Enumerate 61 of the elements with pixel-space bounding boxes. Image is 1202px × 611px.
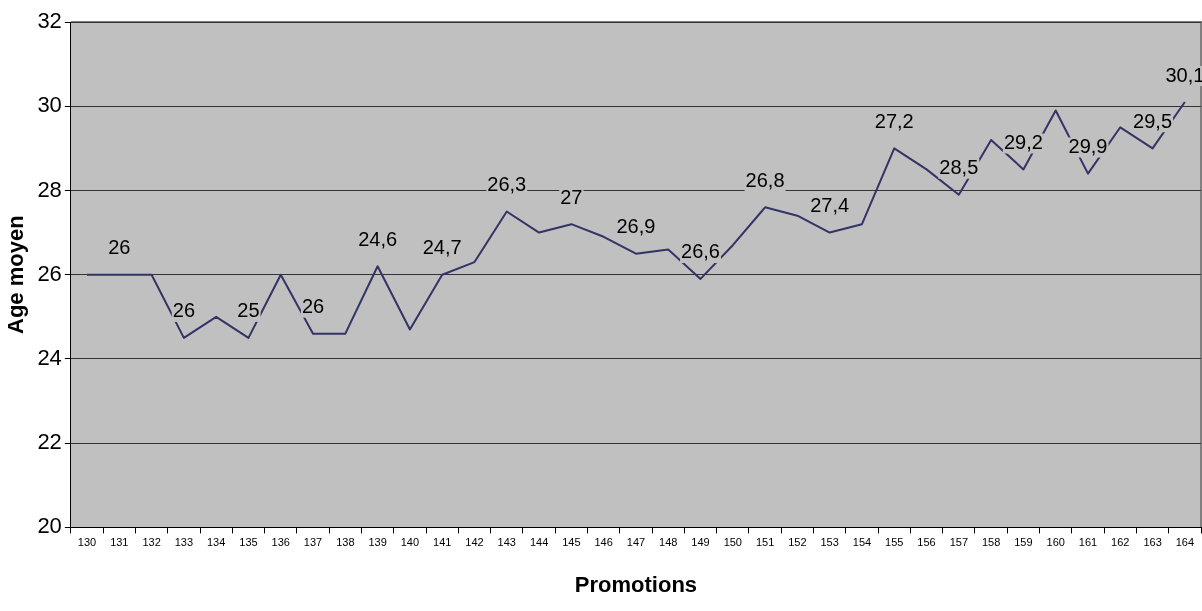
x-tick-label: 154: [852, 536, 872, 549]
annotation: 29,2: [1003, 130, 1043, 153]
y-tick-label: 30: [37, 92, 62, 118]
x-tick-label: 147: [626, 536, 646, 549]
y-tick-label: 24: [37, 345, 62, 370]
annotation: 26,3: [487, 173, 527, 196]
x-tick-label: 138: [336, 536, 355, 549]
x-tick-label: 134: [206, 536, 226, 549]
x-tick-label: 143: [497, 536, 516, 549]
annotation: 26,9: [616, 215, 656, 238]
annotation: 28,5: [939, 156, 979, 179]
annotation: 25: [237, 299, 260, 322]
x-tick-label: 156: [917, 536, 936, 549]
annotation: 24,7: [422, 236, 462, 259]
x-tick-label: 141: [433, 536, 452, 549]
x-tick-label: 157: [949, 536, 969, 549]
x-tick-label: 150: [723, 536, 742, 549]
x-tick-label: 130: [77, 536, 97, 549]
annotation: 24,6: [358, 227, 398, 250]
annotation: 26: [301, 295, 325, 318]
x-tick-label: 148: [659, 536, 678, 549]
x-tick-label: 159: [1014, 536, 1033, 549]
annotation: 29,9: [1068, 135, 1108, 158]
annotation: 26: [172, 299, 196, 322]
annotation: 29,5: [1133, 109, 1173, 132]
x-tick-label: 158: [981, 536, 1001, 549]
x-tick-label: 133: [174, 536, 194, 549]
annotation: 26,8: [745, 168, 785, 191]
x-axis-title: Promotions: [574, 571, 698, 597]
x-tick-label: 145: [562, 536, 581, 549]
annotation: 27,2: [874, 109, 914, 132]
x-tick-label: 160: [1046, 536, 1065, 549]
annotation: 26: [108, 236, 131, 259]
x-tick-label: 151: [755, 536, 775, 549]
x-tick-label: 163: [1143, 536, 1162, 549]
x-tick-label: 161: [1078, 536, 1098, 549]
annotation: 27: [560, 185, 583, 208]
y-tick-label: 20: [37, 513, 62, 539]
x-tick-label: 135: [239, 536, 258, 549]
x-tick-label: 152: [788, 536, 807, 549]
x-tick-label: 140: [400, 536, 420, 549]
x-tick-label: 142: [465, 536, 484, 549]
y-tick-label: 28: [37, 176, 62, 202]
y-axis-title: Age moyen: [3, 215, 29, 334]
x-tick-label: 139: [368, 536, 387, 549]
y-tick-label: 26: [37, 260, 62, 286]
x-tick-label: 137: [303, 536, 323, 549]
x-tick-label: 164: [1175, 536, 1195, 549]
y-tick-label: 22: [37, 429, 62, 455]
x-tick-label: 144: [529, 536, 549, 549]
x-tick-label: 136: [271, 536, 290, 549]
y-tick-label: 32: [37, 8, 62, 34]
annotation: 27,4: [810, 194, 850, 217]
x-tick-label: 149: [691, 536, 710, 549]
x-tick-label: 155: [885, 536, 904, 549]
annotation: 26,6: [681, 240, 720, 263]
x-tick-label: 146: [594, 536, 613, 549]
x-tick-label: 162: [1111, 536, 1130, 549]
x-tick-label: 132: [142, 536, 161, 549]
x-tick-label: 131: [110, 536, 129, 549]
x-tick-label: 153: [820, 536, 839, 549]
